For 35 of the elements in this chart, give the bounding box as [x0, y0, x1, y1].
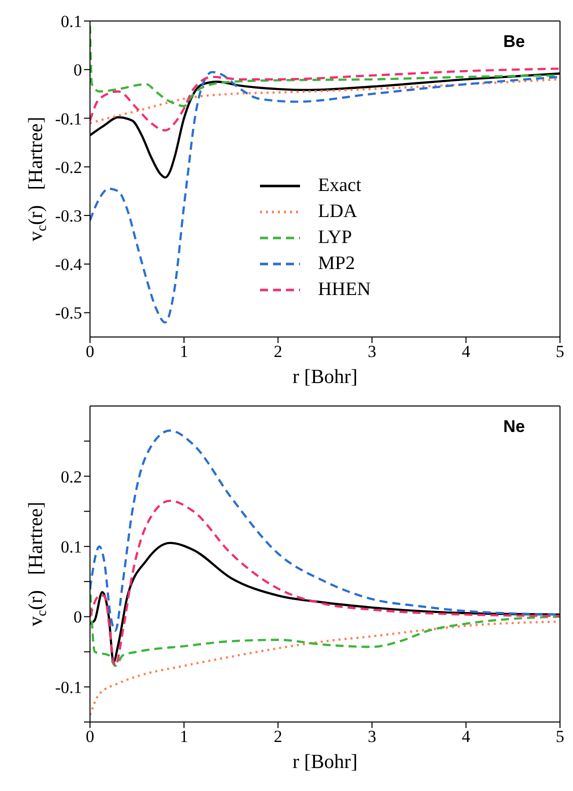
y-tick-label: 0.2 — [60, 467, 82, 486]
x-tick-label: 0 — [86, 727, 94, 746]
x-tick-label: 5 — [556, 727, 564, 746]
y-tick-label: -0.1 — [55, 678, 82, 697]
text: Ne — [503, 417, 525, 437]
legend-label: HHEN — [318, 279, 371, 301]
legend-label: LDA — [318, 201, 358, 223]
legend-label: MP2 — [318, 253, 355, 275]
y-tick-label: 0 — [74, 60, 82, 80]
line-series — [90, 70, 560, 324]
text: Be — [503, 32, 525, 52]
x-tick-label: 3 — [368, 342, 376, 362]
x-tick-label: 5 — [556, 342, 564, 362]
x-axis-title: r [Bohr] — [292, 751, 358, 773]
x-tick-label: 1 — [180, 727, 188, 746]
legend-label: LYP — [318, 227, 352, 249]
x-tick-label: 4 — [462, 342, 471, 362]
y-tick-label: 0.1 — [60, 12, 82, 32]
y-tick-label: -0.2 — [55, 158, 82, 177]
y-tick-label: 0 — [74, 608, 82, 627]
x-tick-label: 2 — [274, 342, 282, 362]
x-tick-label: 1 — [180, 342, 188, 362]
x-tick-label: 3 — [368, 727, 376, 746]
y-tick-label: -0.4 — [55, 255, 82, 274]
y-tick-label: 0.1 — [60, 537, 82, 556]
x-tick-label: 0 — [86, 342, 94, 362]
y-tick-label: -0.5 — [55, 304, 82, 323]
line-series — [90, 68, 560, 132]
y-tick-label: -0.1 — [55, 109, 82, 128]
x-tick-label: 2 — [274, 727, 282, 746]
x-tick-label: 4 — [462, 727, 471, 746]
line-series — [90, 500, 560, 667]
x-axis-title: r [Bohr] — [292, 366, 358, 388]
legend-label: Exact — [318, 175, 362, 197]
y-tick-label: -0.3 — [55, 206, 82, 226]
